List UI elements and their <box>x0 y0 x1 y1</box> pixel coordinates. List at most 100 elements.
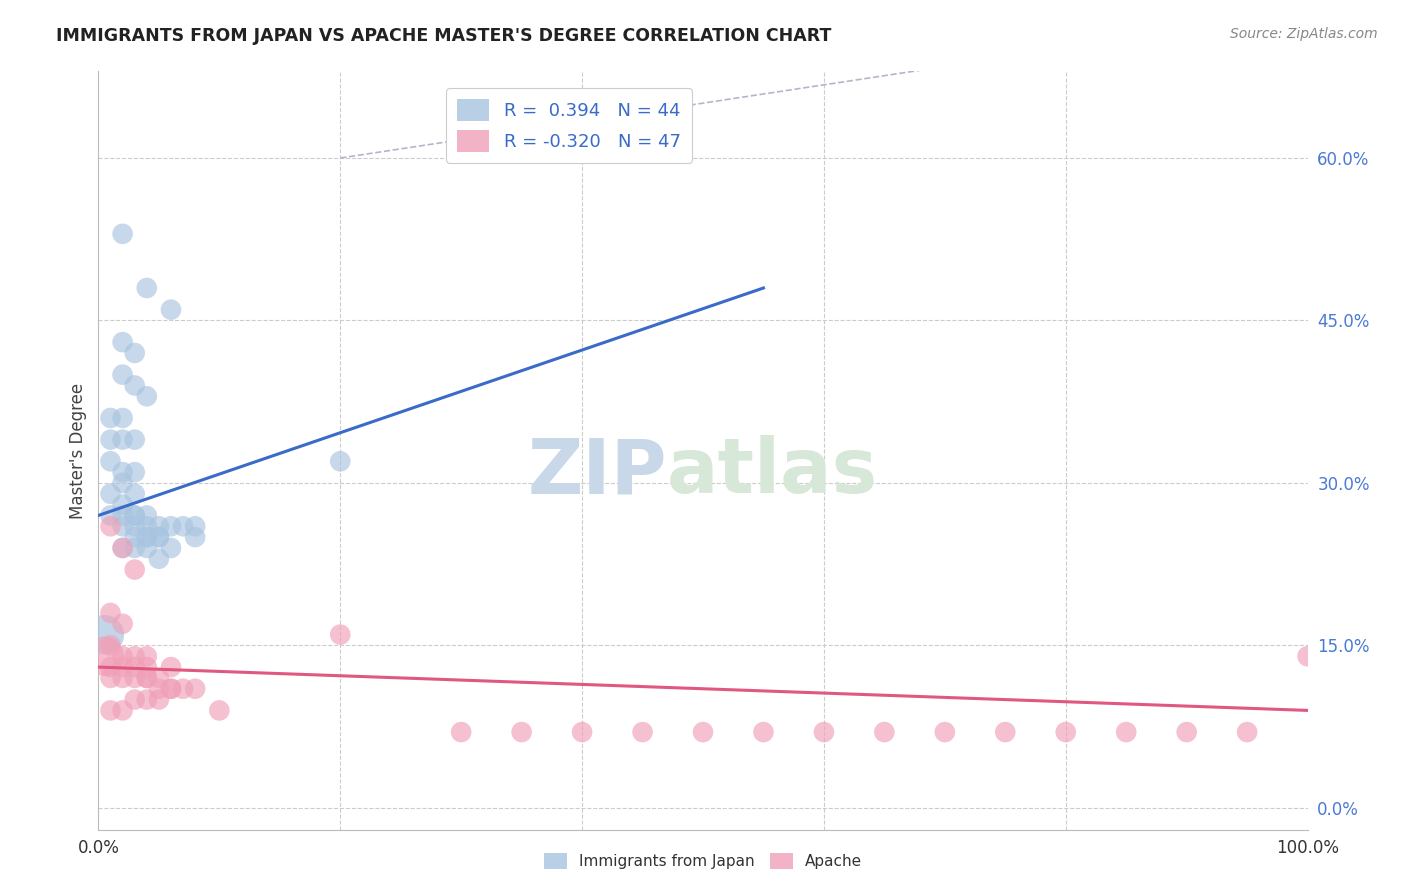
Point <box>329 627 352 641</box>
Point <box>135 530 157 544</box>
Point <box>184 519 207 533</box>
Point <box>124 660 146 674</box>
Point <box>148 671 170 685</box>
Point <box>160 302 183 317</box>
Point <box>111 649 134 664</box>
Point <box>1296 649 1319 664</box>
Point <box>135 671 157 685</box>
Point <box>111 411 134 425</box>
Point <box>111 465 134 479</box>
Point <box>111 703 134 717</box>
Point <box>124 465 146 479</box>
Point <box>100 639 122 653</box>
Point <box>692 725 714 739</box>
Text: atlas: atlas <box>666 435 877 509</box>
Point <box>124 487 146 501</box>
Point <box>111 227 134 241</box>
Point <box>100 660 122 674</box>
Point <box>100 519 122 533</box>
Point <box>135 389 157 403</box>
Legend: R =  0.394   N = 44, R = -0.320   N = 47: R = 0.394 N = 44, R = -0.320 N = 47 <box>446 88 692 162</box>
Point <box>111 671 134 685</box>
Point <box>111 541 134 555</box>
Legend: Immigrants from Japan, Apache: Immigrants from Japan, Apache <box>537 847 869 875</box>
Point <box>135 281 157 295</box>
Point <box>148 551 170 566</box>
Point <box>100 671 122 685</box>
Point <box>100 487 122 501</box>
Point <box>100 508 122 523</box>
Point <box>111 616 134 631</box>
Text: Source: ZipAtlas.com: Source: ZipAtlas.com <box>1230 27 1378 41</box>
Point <box>172 519 194 533</box>
Point <box>111 368 134 382</box>
Point <box>160 519 183 533</box>
Point <box>124 530 146 544</box>
Point <box>124 563 146 577</box>
Point <box>135 649 157 664</box>
Point <box>813 725 835 739</box>
Point <box>135 692 157 706</box>
Point <box>124 378 146 392</box>
Point <box>934 725 956 739</box>
Point <box>111 519 134 533</box>
Point <box>124 649 146 664</box>
Point <box>160 660 183 674</box>
Point <box>124 346 146 360</box>
Point <box>184 681 207 696</box>
Point <box>124 508 146 523</box>
Point <box>111 498 134 512</box>
Point <box>135 519 157 533</box>
Point <box>111 508 134 523</box>
Y-axis label: Master's Degree: Master's Degree <box>69 383 87 518</box>
Point <box>208 703 231 717</box>
Point <box>148 530 170 544</box>
Point <box>111 475 134 490</box>
Point <box>329 454 352 468</box>
Point <box>135 671 157 685</box>
Point <box>124 692 146 706</box>
Point <box>124 671 146 685</box>
Point <box>752 725 775 739</box>
Point <box>631 725 654 739</box>
Point <box>135 541 157 555</box>
Point <box>172 681 194 696</box>
Point <box>160 681 183 696</box>
Point <box>135 530 157 544</box>
Point <box>100 703 122 717</box>
Point <box>100 606 122 620</box>
Point <box>148 681 170 696</box>
Point <box>100 454 122 468</box>
Point <box>1236 725 1258 739</box>
Point <box>148 530 170 544</box>
Point <box>160 681 183 696</box>
Point <box>93 627 115 641</box>
Text: ZIP: ZIP <box>527 435 666 509</box>
Point <box>135 508 157 523</box>
Point <box>111 335 134 350</box>
Text: IMMIGRANTS FROM JAPAN VS APACHE MASTER'S DEGREE CORRELATION CHART: IMMIGRANTS FROM JAPAN VS APACHE MASTER'S… <box>56 27 831 45</box>
Point <box>148 519 170 533</box>
Point <box>124 519 146 533</box>
Point <box>510 725 533 739</box>
Point <box>135 660 157 674</box>
Point <box>873 725 896 739</box>
Point <box>124 541 146 555</box>
Point <box>93 649 115 664</box>
Point <box>1175 725 1198 739</box>
Point <box>124 433 146 447</box>
Point <box>1115 725 1137 739</box>
Point <box>184 530 207 544</box>
Point <box>450 725 472 739</box>
Point <box>100 433 122 447</box>
Point <box>994 725 1017 739</box>
Point <box>160 541 183 555</box>
Point <box>100 411 122 425</box>
Point <box>148 692 170 706</box>
Point <box>124 508 146 523</box>
Point <box>111 541 134 555</box>
Point <box>1054 725 1077 739</box>
Point <box>571 725 593 739</box>
Point <box>111 433 134 447</box>
Point <box>111 660 134 674</box>
